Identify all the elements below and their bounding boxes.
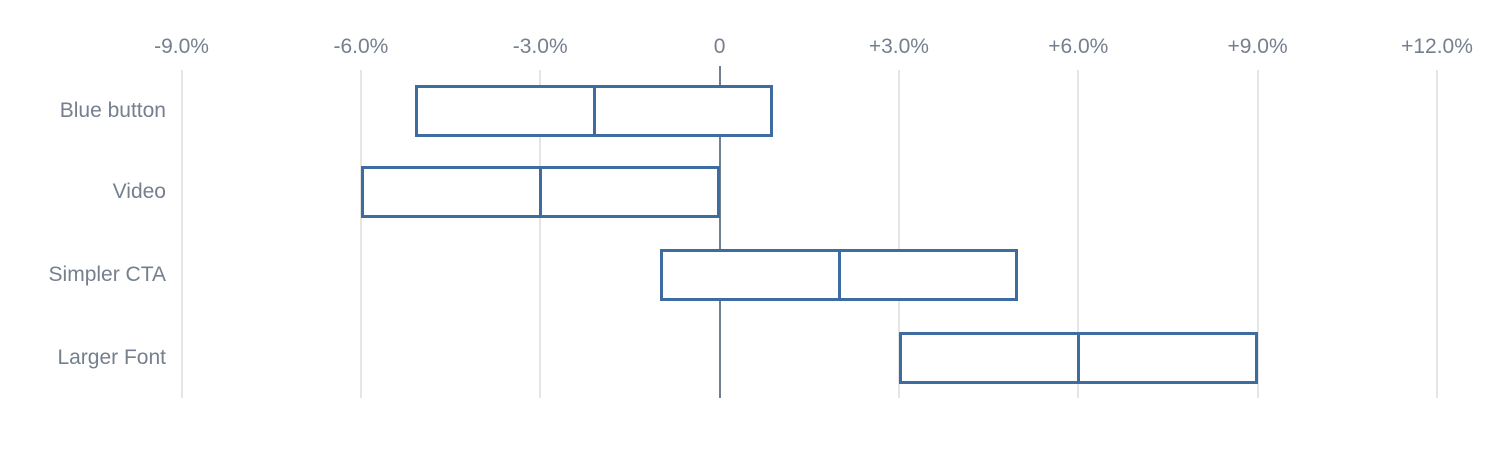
range-bar[interactable] xyxy=(898,332,1258,384)
axis-tick-label: +12.0% xyxy=(1401,35,1473,58)
gridline xyxy=(539,70,542,398)
gridline xyxy=(1436,70,1438,398)
range-bar[interactable] xyxy=(414,85,774,137)
axis-tick-label: +3.0% xyxy=(868,35,929,58)
axis-tick-label: -6.0% xyxy=(333,35,389,58)
axis-tick-label: 0 xyxy=(713,35,726,58)
gridline xyxy=(359,70,362,398)
gridline xyxy=(180,70,183,398)
bar-mid-divider xyxy=(538,169,542,215)
range-bar[interactable] xyxy=(360,166,720,218)
category-label: Video xyxy=(112,180,166,203)
category-label: Simpler CTA xyxy=(48,263,166,286)
gridline xyxy=(897,70,900,398)
axis-tick-label: -3.0% xyxy=(512,35,568,58)
bar-mid-divider xyxy=(1076,335,1080,381)
bar-mid-divider xyxy=(592,88,596,134)
zero-gridline xyxy=(718,66,721,398)
axis-tick-label: +9.0% xyxy=(1227,35,1288,58)
category-label: Larger Font xyxy=(57,346,166,369)
range-bar[interactable] xyxy=(659,249,1019,301)
axis-tick-label: +6.0% xyxy=(1048,35,1109,58)
bar-mid-divider xyxy=(837,252,841,298)
gridline xyxy=(1256,70,1259,398)
gridline xyxy=(1077,70,1080,398)
axis-tick-label: -9.0% xyxy=(154,35,209,58)
category-label: Blue button xyxy=(59,99,166,122)
